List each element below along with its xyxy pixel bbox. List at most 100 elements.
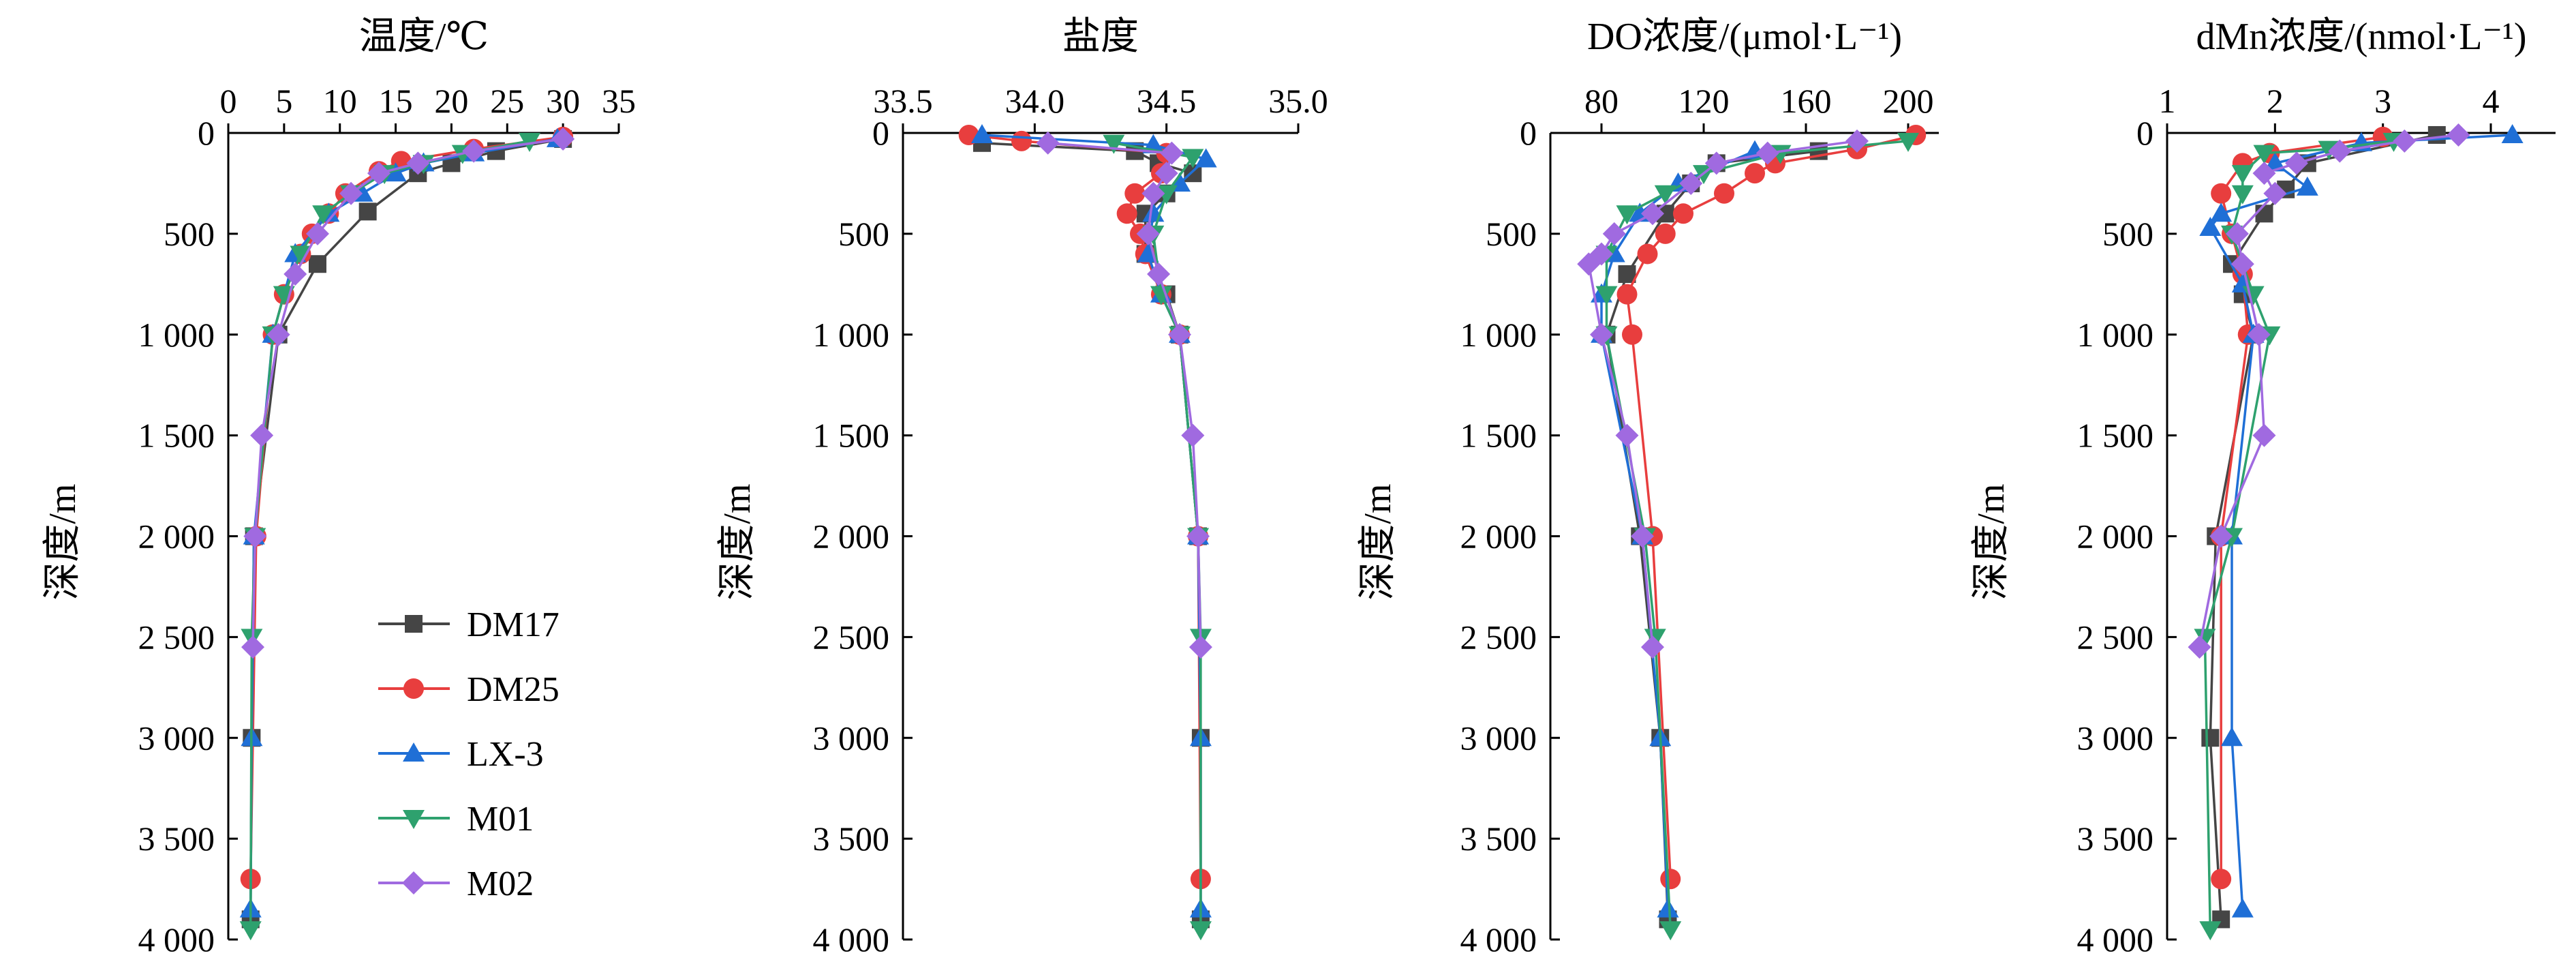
data-point-temperature-m02-1 [462,139,486,163]
data-point-temperature-m02-0 [551,127,575,151]
legend-marker-dm25 [403,678,424,699]
data-point-dmn-m02-0 [2447,123,2470,147]
data-point-dmn-m01-10 [2199,921,2222,941]
y-tick-label-dmn-6: 3 000 [2077,719,2154,757]
y-tick-label-dmn-5: 2 500 [2077,618,2154,656]
x-tick-label-dmn-3: 4 [2483,82,2500,120]
x-tick-label-dmn-1: 2 [2267,82,2284,120]
data-point-salinity-m02-6 [1168,322,1191,346]
x-tick-label-temperature-3: 15 [379,82,413,120]
data-point-do-m02-2 [1704,151,1728,175]
x-tick-label-temperature-4: 20 [434,82,468,120]
y-tick-label-dmn-0: 0 [2136,114,2153,152]
data-point-do-dm25-3 [1745,163,1765,184]
y-tick-label-dmn-2: 1 000 [2077,316,2154,354]
y-tick-label-salinity-6: 3 000 [813,719,890,757]
data-point-dmn-m02-7 [2230,252,2254,276]
data-point-salinity-m02-0 [1036,131,1060,155]
plot-area-salinity: 33.5 34.0 34.5 35.0 0 500 1 000 1 500 2 000 2 500… [813,82,1328,959]
data-point-dmn-lx3-2 [2264,152,2286,172]
series-line-salinity-lx3 [981,134,1209,910]
data-point-dmn-lx3-4 [2210,202,2233,222]
data-point-salinity-lx3-0 [971,123,993,143]
x-tick-label-do-1: 120 [1678,82,1730,120]
data-point-dmn-lx3-9 [2221,727,2243,747]
data-point-salinity-m02-4 [1136,222,1160,245]
y-tick-label-do-5: 2 500 [1460,618,1537,656]
y-tick-label-do-6: 3 000 [1460,719,1537,757]
legend-label-lx3: LX-3 [467,735,544,774]
data-point-temperature-m02-4 [339,181,363,205]
data-point-dmn-m02-9 [2252,423,2276,447]
x-tick-label-temperature-2: 10 [323,82,357,120]
data-point-dmn-dm17-3 [2255,205,2273,223]
y-tick-label-dmn-3: 1 500 [2077,417,2154,455]
data-point-temperature-m02-7 [266,322,290,346]
data-point-salinity-m01-8 [1189,921,1212,941]
data-point-dmn-dm25-3 [2211,183,2232,204]
data-point-salinity-m02-1 [1160,141,1184,165]
panel-title-dmn: dMn浓度/(nmol·L⁻¹) [2196,16,2527,58]
legend: DM17 DM25 LX-3 M01 M02 [378,605,559,903]
series-line-dmn-dm25 [2220,136,2383,880]
y-tick-label-do-1: 500 [1486,215,1537,253]
y-tick-label-salinity-4: 2 000 [813,517,890,556]
y-tick-label-temperature-4: 2 000 [138,517,215,556]
data-point-do-m02-7 [1577,252,1601,276]
data-point-dmn-dm17-8 [2201,729,2220,747]
series-line-salinity-dm25 [968,134,1202,880]
y-tick-label-salinity-8: 4 000 [813,920,890,959]
data-point-dmn-m02-1 [2393,129,2417,153]
series-line-dmn-m02 [2198,134,2459,648]
panel-title-temperature: 温度/℃ [359,16,489,58]
y-tick-label-temperature-1: 500 [164,215,215,253]
data-point-do-m01-0 [1897,132,1919,152]
data-point-do-m01-6 [1595,286,1618,305]
y-tick-label-dmn-4: 2 000 [2077,517,2154,556]
data-point-salinity-lx3-2 [1195,148,1217,168]
x-tick-label-temperature-6: 30 [546,82,580,120]
y-axis-title-temperature: 深度/m [42,483,84,600]
y-tick-label-do-4: 2 000 [1460,517,1537,556]
data-point-temperature-m02-10 [241,635,265,659]
data-point-temperature-m02-6 [283,262,307,286]
data-point-do-m01-4 [1616,205,1638,225]
data-point-do-m01-10 [1659,921,1682,941]
data-point-do-m02-11 [1641,635,1664,659]
x-tick-label-salinity-1: 34.0 [1005,82,1065,120]
y-tick-label-dmn-7: 3 500 [2077,820,2154,858]
panel-temperature: 温度/℃ 深度/m [42,16,489,601]
series-line-do-lx3 [1600,149,1755,910]
data-point-dmn-m01-3 [2231,165,2254,185]
data-point-dmn-m02-6 [2225,222,2249,245]
panel-title-salinity: 盐度 [1062,16,1139,58]
x-tick-label-do-0: 80 [1584,82,1619,120]
y-tick-label-temperature-6: 3 000 [138,719,215,757]
y-tick-label-dmn-8: 4 000 [2077,920,2154,959]
data-point-do-m02-9 [1615,423,1639,447]
y-axis-title-do: 深度/m [1357,483,1399,600]
x-tick-label-temperature-1: 5 [275,82,292,120]
y-tick-label-salinity-1: 500 [838,215,889,253]
x-tick-label-dmn-2: 3 [2374,82,2391,120]
data-point-do-m02-3 [1679,171,1703,195]
x-tick-label-temperature-0: 0 [220,82,237,120]
legend-item-lx3: LX-3 [378,735,544,774]
data-point-temperature-m01-5 [312,205,335,225]
data-point-do-dm25-7 [1637,243,1658,265]
data-point-salinity-m02-5 [1147,262,1171,286]
data-point-salinity-m01-4 [1150,286,1172,305]
y-tick-label-salinity-7: 3 500 [813,820,890,858]
x-tick-label-temperature-5: 25 [490,82,524,120]
data-point-do-m01-3 [1654,185,1676,205]
data-point-temperature-m02-3 [367,162,391,185]
y-tick-label-temperature-0: 0 [198,114,215,152]
data-point-salinity-dm25-5 [1116,203,1137,224]
y-tick-label-dmn-1: 500 [2102,215,2153,253]
data-point-dmn-lx3-10 [2231,898,2254,918]
legend-label-m01: M01 [467,800,534,839]
data-point-salinity-dm25-4 [1124,183,1146,204]
legend-label-dm25: DM25 [467,670,559,709]
data-point-dmn-m02-10 [2209,524,2233,548]
